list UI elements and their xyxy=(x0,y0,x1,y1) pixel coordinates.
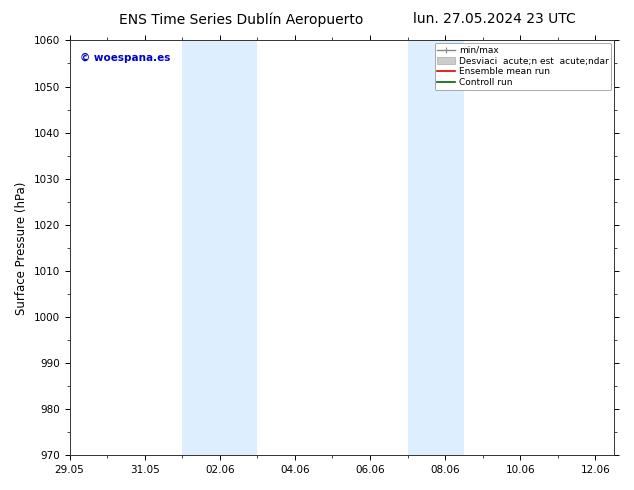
Text: lun. 27.05.2024 23 UTC: lun. 27.05.2024 23 UTC xyxy=(413,12,576,26)
Legend: min/max, Desviaci  acute;n est  acute;ndar, Ensemble mean run, Controll run: min/max, Desviaci acute;n est acute;ndar… xyxy=(434,43,611,90)
Text: ENS Time Series Dublín Aeropuerto: ENS Time Series Dublín Aeropuerto xyxy=(119,12,363,27)
Y-axis label: Surface Pressure (hPa): Surface Pressure (hPa) xyxy=(15,181,28,315)
Bar xyxy=(408,41,464,455)
Text: © woespana.es: © woespana.es xyxy=(81,53,171,63)
Bar xyxy=(182,41,257,455)
